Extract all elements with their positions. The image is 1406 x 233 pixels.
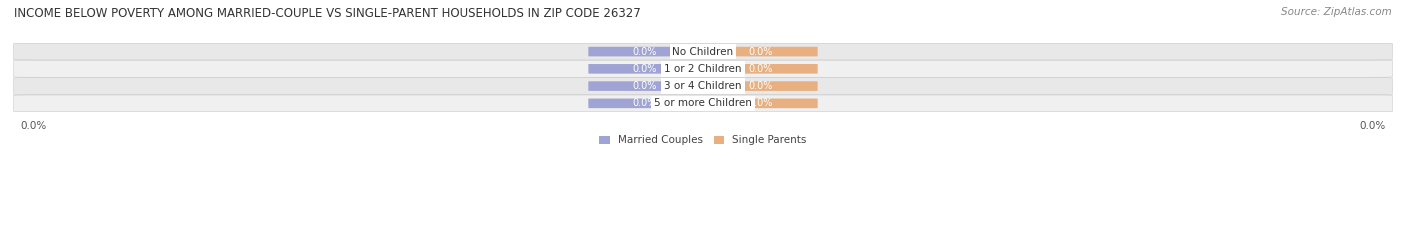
- Text: 0.0%: 0.0%: [633, 47, 657, 57]
- Text: INCOME BELOW POVERTY AMONG MARRIED-COUPLE VS SINGLE-PARENT HOUSEHOLDS IN ZIP COD: INCOME BELOW POVERTY AMONG MARRIED-COUPL…: [14, 7, 641, 20]
- FancyBboxPatch shape: [704, 99, 818, 108]
- Text: 0.0%: 0.0%: [749, 98, 773, 108]
- FancyBboxPatch shape: [588, 99, 702, 108]
- Text: 0.0%: 0.0%: [21, 121, 46, 131]
- FancyBboxPatch shape: [588, 81, 702, 91]
- Text: 0.0%: 0.0%: [749, 47, 773, 57]
- FancyBboxPatch shape: [588, 64, 702, 74]
- Text: 3 or 4 Children: 3 or 4 Children: [664, 81, 742, 91]
- FancyBboxPatch shape: [14, 61, 1392, 77]
- Legend: Married Couples, Single Parents: Married Couples, Single Parents: [595, 131, 811, 150]
- Text: 0.0%: 0.0%: [1360, 121, 1385, 131]
- FancyBboxPatch shape: [588, 47, 702, 56]
- Text: 0.0%: 0.0%: [749, 81, 773, 91]
- FancyBboxPatch shape: [14, 43, 1392, 60]
- Text: 5 or more Children: 5 or more Children: [654, 98, 752, 108]
- Text: 0.0%: 0.0%: [633, 98, 657, 108]
- Text: 0.0%: 0.0%: [633, 81, 657, 91]
- FancyBboxPatch shape: [14, 95, 1392, 112]
- FancyBboxPatch shape: [704, 81, 818, 91]
- Text: Source: ZipAtlas.com: Source: ZipAtlas.com: [1281, 7, 1392, 17]
- Text: 1 or 2 Children: 1 or 2 Children: [664, 64, 742, 74]
- FancyBboxPatch shape: [14, 78, 1392, 94]
- Text: 0.0%: 0.0%: [749, 64, 773, 74]
- FancyBboxPatch shape: [704, 64, 818, 74]
- Text: No Children: No Children: [672, 47, 734, 57]
- Text: 0.0%: 0.0%: [633, 64, 657, 74]
- FancyBboxPatch shape: [704, 47, 818, 56]
